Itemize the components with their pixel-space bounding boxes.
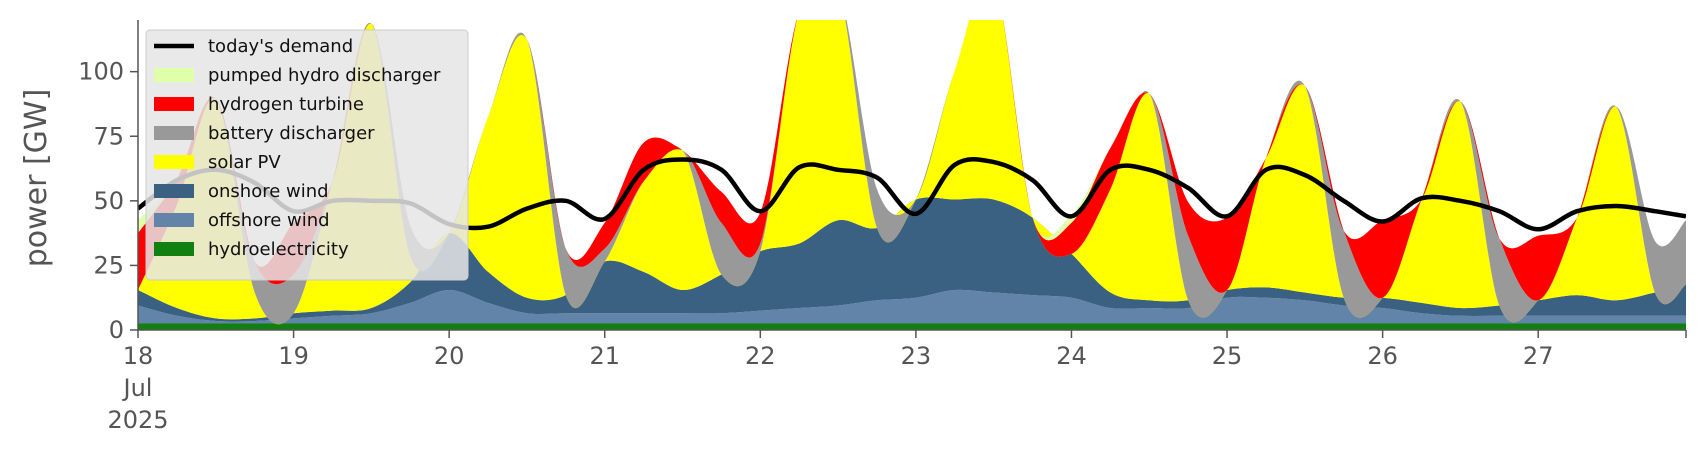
y-tick-label: 100 [78,58,124,86]
x-tick-label: 20 [434,342,465,370]
x-tick-label: 19 [278,342,309,370]
legend-swatch-onshore-wind [154,184,194,198]
legend-swatch-solar-pv [154,155,194,169]
legend-label-onshore-wind: onshore wind [208,181,329,202]
x-tick-label: 18 [123,342,154,370]
y-tick-label: 0 [109,316,124,344]
legend-label-battery-discharger: battery discharger [208,123,375,144]
legend-swatch-offshore-wind [154,213,194,227]
x-tick-label: 23 [901,342,932,370]
x-tick-label: 26 [1367,342,1398,370]
y-tick-label: 75 [93,122,124,150]
y-tick-label: 50 [93,187,124,215]
area-onshore-wind [138,197,1686,322]
legend-label-hydrogen-turbine: hydrogen turbine [208,94,364,115]
legend-label-offshore-wind: offshore wind [208,210,330,231]
x-tick-label: 21 [589,342,620,370]
x-tick-label: 2025 [107,406,168,434]
legend-frame [145,29,469,281]
legend: today's demand pumped hydro discharger hyd… [145,29,469,281]
area-battery-discharger [138,20,1686,325]
legend-label-solar-pv: solar PV [208,152,281,173]
x-tick-label: 24 [1056,342,1087,370]
legend-label-pumped-hydro-discharger: pumped hydro discharger [208,65,441,86]
legend-swatch-hydrogen-turbine [154,97,194,111]
x-tick-label: 22 [745,342,776,370]
area-offshore-wind [138,289,1686,324]
area-hydroelectricity [138,323,1686,330]
legend-label-today-s-demand: today's demand [208,36,353,57]
legend-swatch-hydroelectricity [154,242,194,256]
axes: 0 25 50 75 100 18 Jul 2025 19 20 21 22 23 24 25 26 27 [78,20,1687,434]
x-tick-label: Jul [122,374,153,402]
y-axis-label: power [GW] [19,89,54,268]
y-tick-label: 25 [93,251,124,279]
legend-swatch-pumped-hydro-discharger [154,68,194,82]
x-tick-label: 25 [1212,342,1243,370]
area-solar-pv [138,20,1686,325]
x-tick-label: 27 [1523,342,1554,370]
legend-swatch-battery-discharger [154,126,194,140]
legend-label-hydroelectricity: hydroelectricity [208,239,349,260]
